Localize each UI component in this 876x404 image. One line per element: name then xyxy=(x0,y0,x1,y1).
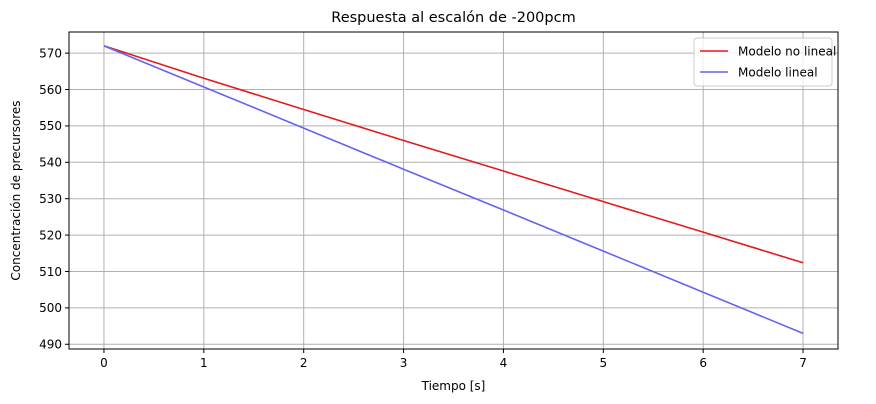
x-tick-label: 5 xyxy=(599,356,607,370)
axis-ticks: 0 1 2 3 4 5 6 7 490 500 510 520 530 540 550 560 570 xyxy=(39,46,807,370)
series-lines xyxy=(103,45,804,335)
y-tick-label: 510 xyxy=(39,265,62,279)
y-tick-label: 560 xyxy=(39,83,62,97)
x-tick-label: 1 xyxy=(200,356,208,370)
legend-label: Modelo no lineal xyxy=(738,44,836,58)
x-tick-label: 7 xyxy=(799,356,807,370)
legend-label: Modelo lineal xyxy=(738,65,818,79)
legend: Modelo no lineal Modelo lineal xyxy=(693,37,836,87)
legend-box xyxy=(693,37,833,87)
grid xyxy=(69,32,838,349)
series-line xyxy=(103,45,804,335)
y-tick-label: 540 xyxy=(39,156,62,170)
series-line xyxy=(103,45,804,264)
y-tick-label: 570 xyxy=(39,46,62,60)
x-axis-label: Tiempo [s] xyxy=(421,379,486,393)
x-tick-label: 6 xyxy=(699,356,707,370)
y-tick-label: 520 xyxy=(39,228,62,242)
y-tick-label: 550 xyxy=(39,119,62,133)
plot-frame xyxy=(68,31,839,350)
y-tick-label: 490 xyxy=(39,338,62,352)
chart-title: Respuesta al escalón de -200pcm xyxy=(331,10,575,26)
x-tick-label: 0 xyxy=(100,356,108,370)
x-tick-label: 2 xyxy=(300,356,308,370)
y-axis-label: Concentración de precursores xyxy=(9,100,23,280)
y-tick-label: 500 xyxy=(39,301,62,315)
x-tick-label: 4 xyxy=(500,356,508,370)
x-tick-label: 3 xyxy=(400,356,408,370)
y-tick-label: 530 xyxy=(39,192,62,206)
